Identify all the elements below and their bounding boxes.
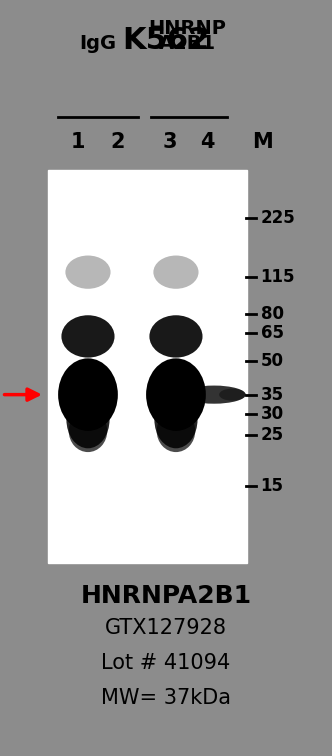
Text: 25: 25 [261,426,284,444]
Text: 2: 2 [111,132,125,152]
Ellipse shape [154,391,198,448]
Ellipse shape [61,315,115,358]
Text: Lot # 41094: Lot # 41094 [101,653,231,673]
Text: 4: 4 [200,132,215,152]
Ellipse shape [66,391,110,448]
Text: HNRNP: HNRNP [149,19,226,38]
Ellipse shape [146,358,206,431]
Ellipse shape [219,389,246,401]
Text: 225: 225 [261,209,295,227]
Text: GTX127928: GTX127928 [105,618,227,638]
Bar [48,170,247,563]
Ellipse shape [65,256,111,289]
Text: 30: 30 [261,405,284,423]
Text: 15: 15 [261,477,284,495]
Text: A2B1: A2B1 [159,34,216,53]
Text: K562: K562 [123,26,209,55]
Ellipse shape [149,315,203,358]
Ellipse shape [183,386,246,404]
Ellipse shape [58,358,118,431]
Text: 3: 3 [162,132,177,152]
Text: 1: 1 [71,132,85,152]
Ellipse shape [153,256,199,289]
Text: HNRNPA2B1: HNRNPA2B1 [80,584,252,608]
Text: 65: 65 [261,324,284,342]
Text: IgG: IgG [79,34,117,53]
Ellipse shape [69,410,107,452]
Ellipse shape [157,410,195,452]
Text: 50: 50 [261,352,284,370]
Text: M: M [252,132,273,152]
Text: MW= 37kDa: MW= 37kDa [101,688,231,708]
Text: 80: 80 [261,305,284,323]
Text: 115: 115 [261,268,295,287]
Text: 35: 35 [261,386,284,404]
